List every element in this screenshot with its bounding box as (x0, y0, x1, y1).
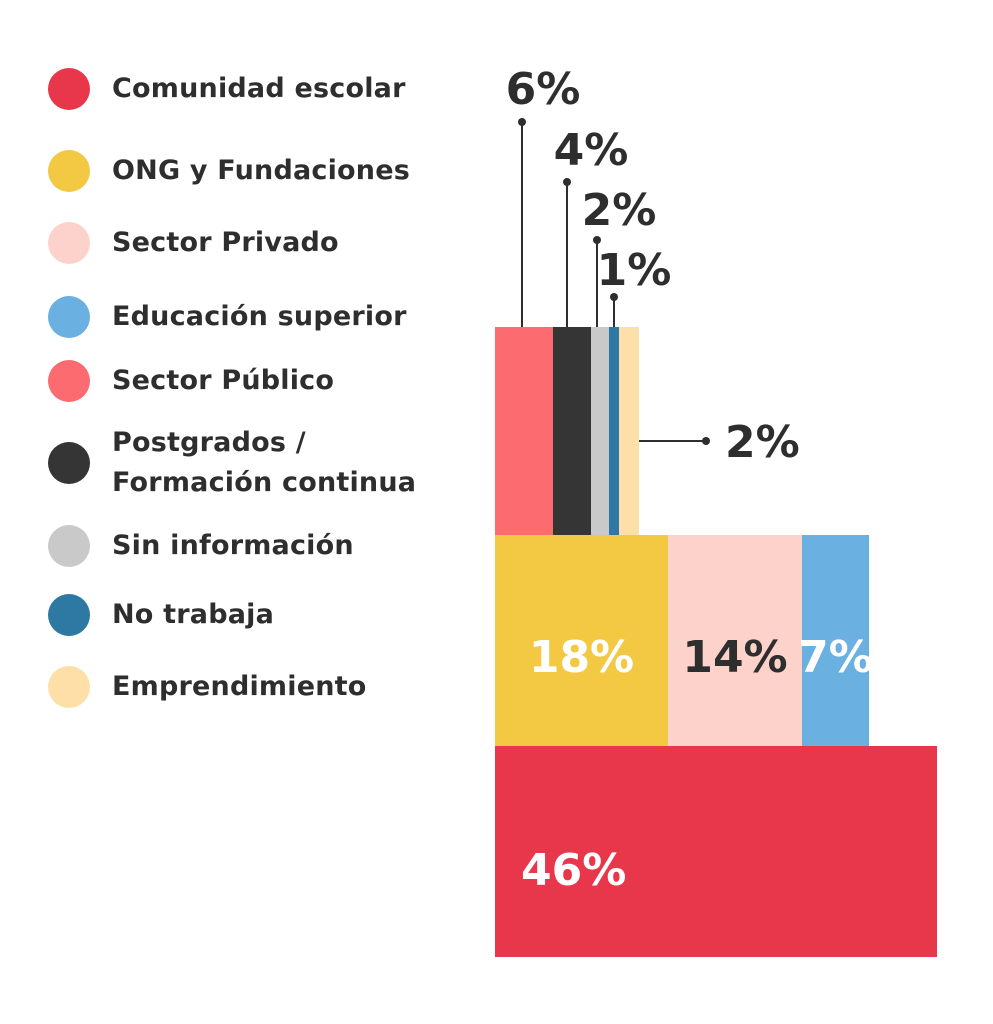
leader-dot (563, 178, 571, 186)
legend-item-sin-informacion: Sin información (48, 525, 354, 567)
legend: Comunidad escolar ONG y Fundaciones Sect… (0, 0, 440, 760)
legend-label: Educación superior (112, 301, 407, 332)
legend-label: Sector Público (112, 365, 335, 396)
legend-item-sector-publico: Sector Público (48, 360, 334, 402)
legend-item-postgrados: Postgrados / Formación continua (48, 423, 416, 503)
legend-label: Emprendimiento (112, 671, 367, 702)
label-emprendimiento: 2% (725, 417, 800, 468)
label-comunidad-escolar: 46% (521, 845, 626, 896)
label-no-trabaja: 1% (597, 245, 672, 296)
legend-item-ong-fundaciones: ONG y Fundaciones (48, 150, 410, 192)
legend-label: ONG y Fundaciones (112, 155, 411, 186)
legend-label: Sector Privado (112, 227, 339, 258)
label-postgrados-formacion-continua: 4% (554, 125, 629, 176)
legend-label: Sin información (112, 530, 354, 561)
leader-dot (610, 293, 618, 301)
legend-item-educacion-superior: Educación superior (48, 296, 407, 338)
legend-label: Postgrados / Formación continua (112, 427, 417, 498)
block-postgrados-formacion-continua (553, 327, 591, 535)
block-sector-privado (668, 535, 802, 746)
block-emprendimiento (619, 327, 639, 535)
label-sin-informacion: 2% (582, 185, 657, 236)
legend-swatch (48, 68, 90, 110)
legend-swatch (48, 150, 90, 192)
label-sector-publico: 6% (506, 64, 581, 115)
legend-swatch (48, 360, 90, 402)
legend-swatch (48, 666, 90, 708)
label-ong-y-fundaciones: 18% (529, 632, 634, 683)
legend-label: Comunidad escolar (112, 73, 406, 104)
leader-dot (702, 437, 710, 445)
legend-item-comunidad-escolar: Comunidad escolar (48, 68, 406, 110)
block-educacion-superior (802, 535, 869, 746)
block-no-trabaja (609, 327, 619, 535)
block-comunidad-escolar (495, 746, 937, 957)
legend-label: No trabaja (112, 599, 275, 630)
block-ong-y-fundaciones (495, 535, 668, 746)
legend-swatch (48, 442, 90, 484)
legend-swatch (48, 594, 90, 636)
legend-item-no-trabaja: No trabaja (48, 594, 274, 636)
label-sector-privado: 14% (682, 632, 787, 683)
legend-swatch (48, 222, 90, 264)
leader-dot (518, 118, 526, 126)
leader-dot (593, 236, 601, 244)
label-educacion-superior: 7% (798, 632, 873, 683)
legend-swatch (48, 296, 90, 338)
block-sector-publico (495, 327, 553, 535)
legend-swatch (48, 525, 90, 567)
legend-item-emprendimiento: Emprendimiento (48, 666, 367, 708)
block-sin-informacion (591, 327, 609, 535)
legend-item-sector-privado: Sector Privado (48, 222, 339, 264)
